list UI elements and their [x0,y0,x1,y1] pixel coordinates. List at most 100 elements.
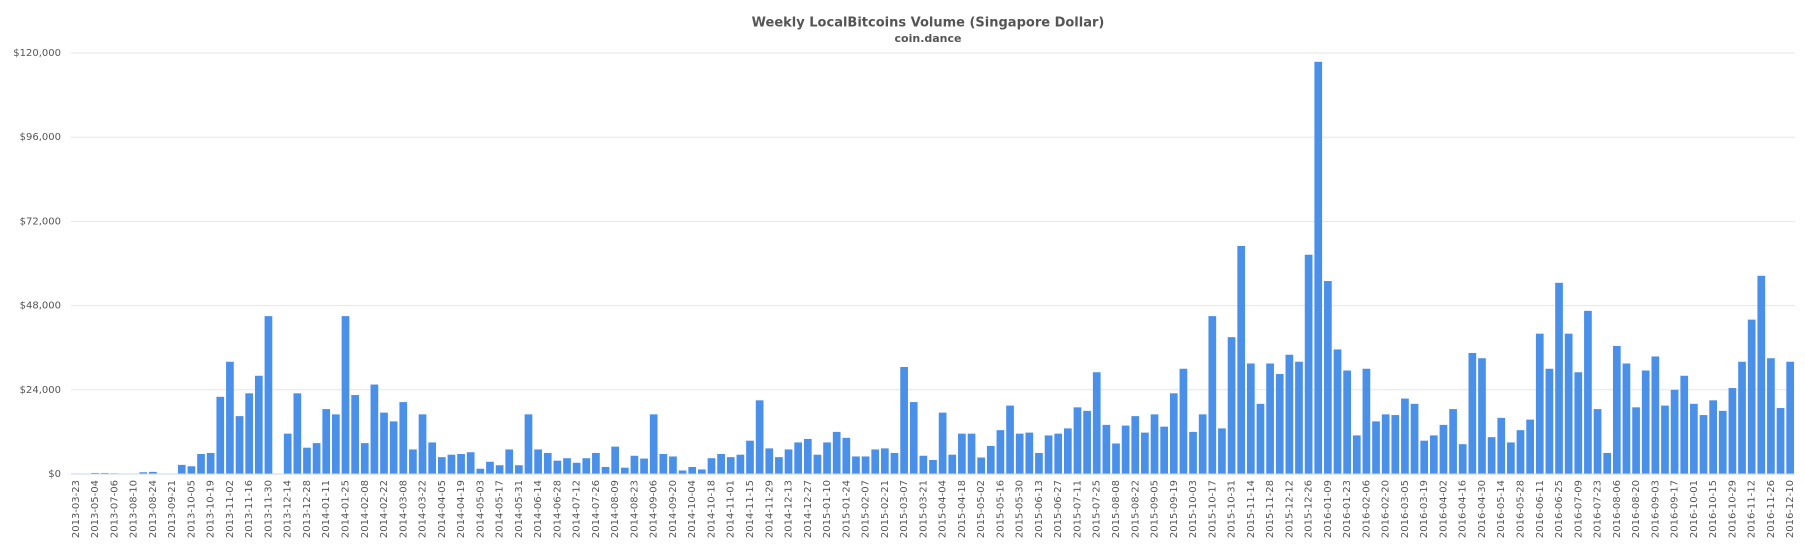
bar [1121,425,1130,474]
bar [543,452,552,474]
x-tick-label: 2014-12-27 [803,480,814,538]
bar [1670,389,1679,474]
bar [1352,435,1361,474]
x-tick-label: 2015-03-07 [899,480,910,538]
bar [1401,398,1409,474]
bar [1208,316,1217,474]
x-tick-label: 2014-07-26 [591,480,602,538]
bar [1747,319,1756,474]
bar [1372,421,1380,474]
bar [717,454,725,474]
bar [1468,352,1477,474]
bar [332,414,340,474]
x-tick-label: 2016-03-19 [1419,480,1430,538]
bar [1651,356,1660,474]
x-tick-label: 2016-08-20 [1631,480,1642,538]
x-tick-label: 2015-07-25 [1092,480,1103,538]
x-tick-label: 2014-01-25 [340,480,351,538]
bar [861,456,870,474]
bar [1439,424,1448,474]
bar [996,430,1005,474]
x-tick-label: 2016-02-20 [1381,480,1392,538]
x-tick-label: 2014-11-15 [745,480,756,538]
bar [1285,354,1294,474]
x-tick-label: 2014-05-31 [514,480,525,538]
y-tick-label: $72,000 [20,216,61,227]
y-tick-label: $48,000 [20,301,61,312]
bar [611,446,620,474]
x-tick-label: 2015-06-27 [1053,480,1064,538]
bar [1275,374,1284,474]
x-tick-label: 2016-11-26 [1766,480,1777,538]
y-tick-label: $0 [48,469,61,480]
x-tick-label: 2014-09-20 [668,480,679,538]
x-tick-label: 2013-09-21 [167,480,178,538]
x-tick-label: 2014-03-22 [418,480,429,538]
bar [1516,430,1525,474]
x-tick-label: 2014-04-05 [437,480,448,538]
bar [986,445,995,474]
bar [1246,363,1255,474]
x-tick-label: 2014-06-14 [533,480,544,538]
bar [197,454,205,474]
bar [1593,409,1602,474]
bar [1574,372,1583,474]
bar [630,455,639,474]
bar [1362,368,1371,474]
x-tick-label: 2015-04-18 [957,480,968,538]
bar [1150,414,1159,474]
bar [582,458,591,474]
bar [1227,337,1236,474]
bar [1420,440,1429,474]
bar [293,393,302,474]
bar [457,454,465,474]
bar [1304,254,1313,474]
x-tick-label: 2013-11-30 [263,480,274,538]
bar [1314,61,1323,474]
bar [1507,442,1515,474]
chart-title: Weekly LocalBitcoins Volume (Singapore D… [752,16,1105,31]
x-tick-label: 2016-08-06 [1612,480,1623,538]
bar [852,456,860,474]
bar [466,452,475,474]
bar [871,449,880,474]
x-tick-label: 2013-10-05 [186,480,197,538]
y-tick-label: $96,000 [20,132,61,143]
bar [1025,432,1034,474]
bar [206,452,215,474]
bar [592,452,600,474]
bar [678,470,687,474]
bar [447,454,456,474]
x-tick-label: 2013-08-24 [148,480,159,538]
bar [187,466,196,474]
bar [437,457,446,474]
bar [1006,405,1014,474]
bar [1526,419,1534,474]
bar [1410,403,1419,474]
x-tick-label: 2016-09-03 [1650,480,1661,538]
bar [726,457,735,474]
bar [1218,428,1226,474]
x-tick-label: 2016-04-30 [1477,480,1488,538]
bar [235,416,244,474]
bar [1102,424,1111,474]
bar [736,454,745,474]
bar [553,460,562,474]
bar [958,433,966,474]
bar [226,361,234,474]
bar [1478,358,1486,474]
x-tick-label: 2016-03-05 [1400,480,1411,538]
x-tick-label: 2016-07-09 [1573,480,1584,538]
bar [601,466,610,474]
bar [813,454,822,474]
x-tick-label: 2015-03-21 [918,480,929,538]
x-tick-label: 2014-03-08 [398,480,409,538]
bar [929,459,937,474]
x-tick-label: 2016-06-25 [1554,480,1565,538]
bar [312,443,321,474]
bar [1063,428,1072,474]
bar [1092,372,1101,474]
bar [283,433,292,474]
bar [1073,407,1082,474]
bar [495,465,504,474]
